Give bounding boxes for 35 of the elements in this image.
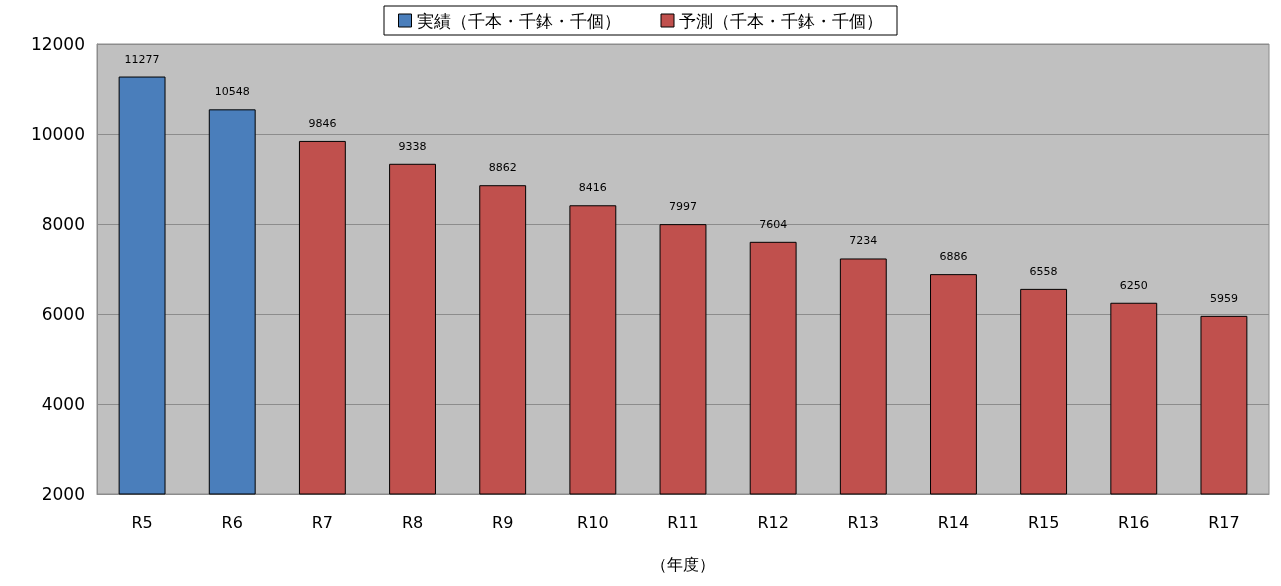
x-tick-label: R13: [847, 512, 880, 532]
data-label: 5959: [1209, 291, 1238, 305]
data-label: 8416: [578, 181, 607, 195]
x-axis-title: （年度）: [651, 554, 715, 574]
x-tick-label: R16: [1118, 512, 1150, 532]
data-label: 10548: [214, 85, 250, 99]
legend-label: 予測（千本・千鉢・千個）: [679, 10, 883, 31]
y-tick-label: 2000: [41, 484, 85, 504]
x-tick-label: R17: [1208, 512, 1240, 532]
x-tick-label: R15: [1027, 512, 1060, 532]
data-label: 6558: [1029, 264, 1058, 278]
x-tick-label: R12: [757, 512, 789, 532]
y-tick-label: 4000: [41, 394, 85, 414]
data-label: 7604: [759, 217, 788, 231]
x-tick-label: R14: [937, 512, 970, 532]
data-label: 6886: [939, 250, 968, 264]
y-tick-label: 6000: [41, 304, 85, 324]
legend-label: 実績（千本・千鉢・千個）: [416, 10, 621, 31]
y-tick-label: 12000: [30, 34, 85, 54]
data-label: 7234: [849, 234, 878, 248]
x-tick-label: R8: [401, 512, 424, 532]
data-label: 8862: [488, 161, 517, 175]
data-label: 9338: [398, 139, 427, 153]
x-tick-label: R9: [492, 512, 514, 532]
data-label: 11277: [124, 52, 160, 66]
data-label: 7997: [669, 200, 697, 214]
y-tick-label: 8000: [41, 214, 85, 234]
x-tick-label: R7: [311, 512, 334, 532]
x-tick-label: R11: [667, 512, 699, 532]
data-label: 9846: [308, 116, 337, 130]
x-tick-label: R6: [221, 512, 243, 532]
y-tick-label: 10000: [30, 124, 85, 144]
x-tick-label: R5: [131, 512, 153, 532]
x-tick-label: R10: [577, 512, 609, 532]
data-label: 6250: [1119, 278, 1148, 292]
